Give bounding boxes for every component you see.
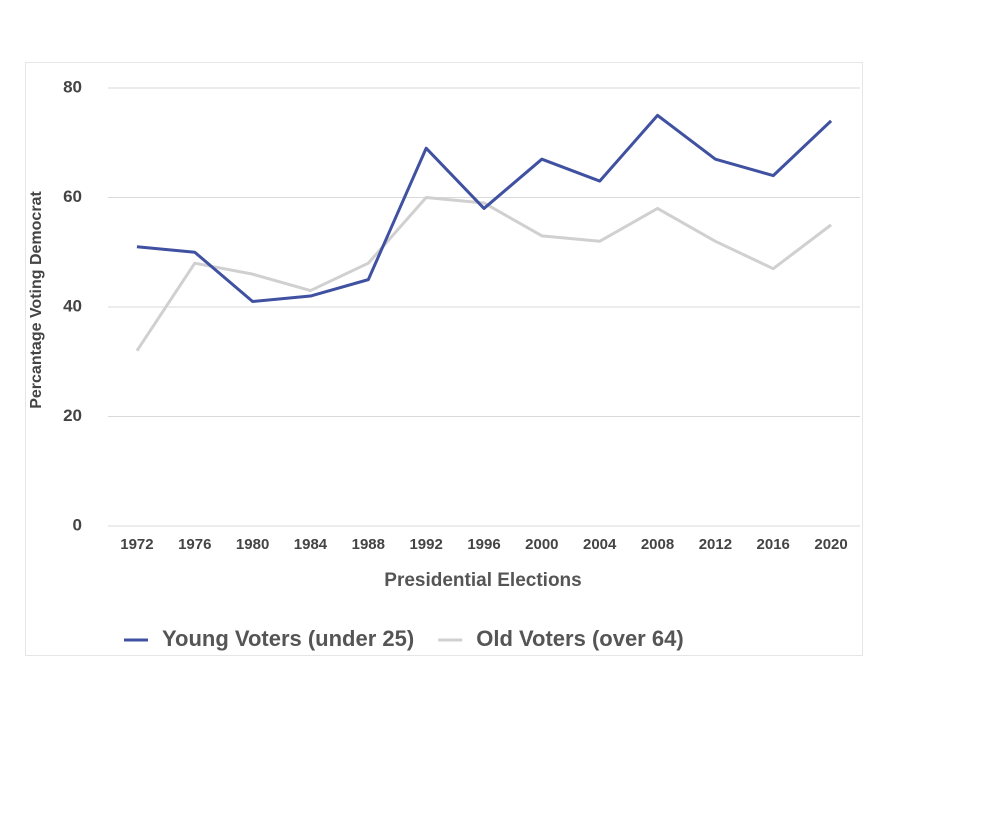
legend-label: Young Voters (under 25)	[162, 626, 414, 651]
x-tick-label: 1992	[409, 536, 442, 553]
y-tick-label: 80	[63, 77, 82, 96]
series-line	[136, 113, 833, 304]
x-tick-label: 1976	[178, 536, 211, 553]
x-tick-label: 1996	[467, 536, 500, 553]
y-tick-label: 0	[73, 515, 82, 534]
x-tick-label: 2008	[641, 536, 674, 553]
x-tick-label: 2004	[583, 536, 617, 553]
x-tick-label: 1984	[294, 536, 328, 553]
x-tick-label: 1980	[236, 536, 269, 553]
x-tick-label: 2012	[699, 536, 732, 553]
legend-label: Old Voters (over 64)	[476, 626, 683, 651]
x-tick-label: 2000	[525, 536, 558, 553]
x-tick-label: 2016	[757, 536, 790, 553]
y-tick-label: 20	[63, 406, 82, 425]
chart-frame	[25, 62, 863, 656]
y-tick-label: 40	[63, 296, 82, 315]
x-axis-title: Presidential Elections	[384, 570, 581, 591]
x-tick-label: 2020	[814, 536, 847, 553]
series-line	[135, 196, 832, 352]
x-tick-label: 1988	[352, 536, 385, 553]
y-tick-label: 60	[63, 187, 82, 206]
y-axis-title: Percantage Voting Democrat	[28, 191, 45, 409]
x-tick-label: 1972	[120, 536, 153, 553]
